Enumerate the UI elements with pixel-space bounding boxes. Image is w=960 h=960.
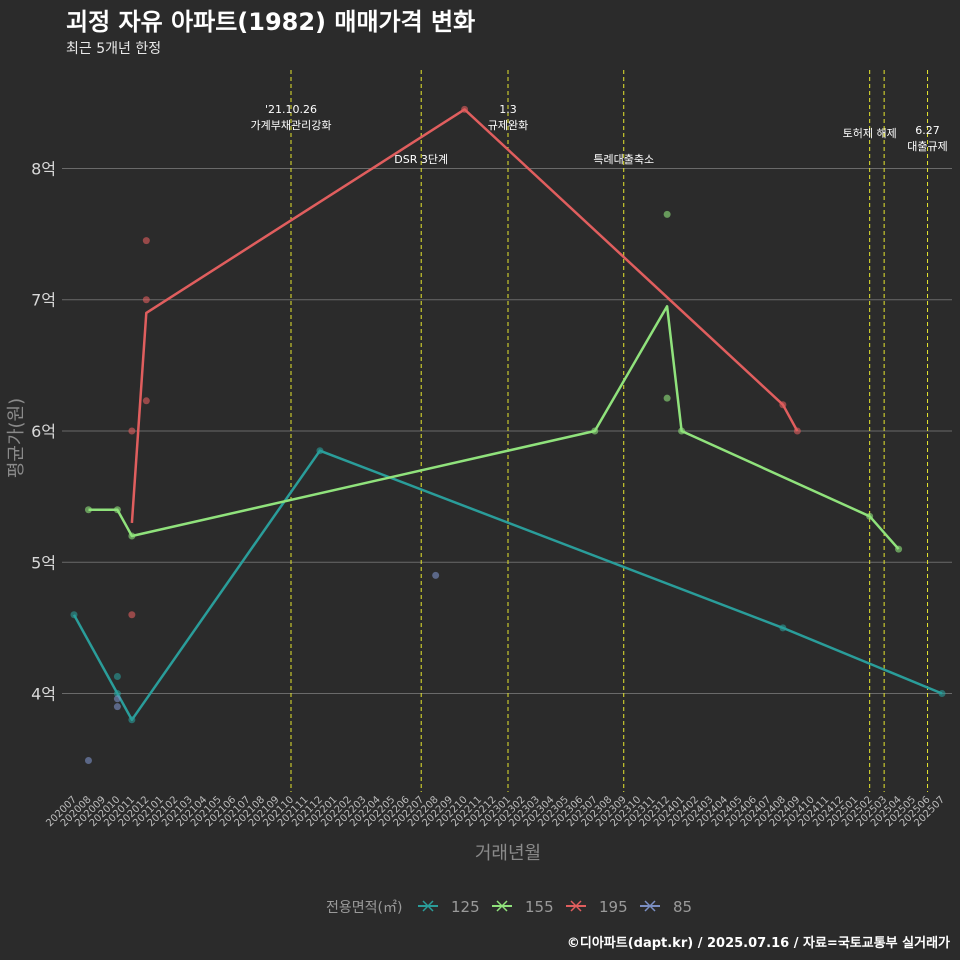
legend-item-125: 125 <box>418 898 480 916</box>
y-axis-label: 평균가(원) <box>6 398 27 478</box>
legend-label: 195 <box>599 898 628 916</box>
legend-key-mark <box>644 900 656 912</box>
data-point-125 <box>128 716 136 724</box>
y-tick-label: 4억 <box>31 685 56 704</box>
data-point-155 <box>84 506 92 514</box>
y-tick-label: 6억 <box>31 422 56 441</box>
event-label: 대출규제 <box>907 140 947 153</box>
legend-key-mark <box>570 900 582 912</box>
event-label: 가계부채관리강화 <box>251 119 332 132</box>
event-label: 6.27 <box>915 124 940 137</box>
legend-item-155: 155 <box>492 898 554 916</box>
series-line-155 <box>88 305 900 550</box>
data-point-155 <box>128 532 136 540</box>
data-point-195 <box>128 427 136 435</box>
data-point-125 <box>779 624 787 632</box>
event-label: DSR 3단계 <box>394 153 448 166</box>
y-tick-label: 5억 <box>31 553 56 572</box>
data-point-125 <box>113 672 121 680</box>
x-axis-label: 거래년월 <box>475 843 541 864</box>
data-point-195 <box>142 237 150 245</box>
event-label: 토허제 해제 <box>843 126 897 140</box>
legend-title: 전용면적(㎡) <box>326 900 402 916</box>
chart-subtitle: 최근 5개년 한정 <box>66 41 161 57</box>
event-label: '21.10.26 <box>265 103 317 116</box>
data-point-155 <box>678 427 686 435</box>
data-point-195 <box>128 611 136 619</box>
x-axis-ticks: 2020072020082020092020102020112020122021… <box>44 794 947 829</box>
data-point-155 <box>895 545 903 553</box>
event-label: 1.3 <box>499 103 517 116</box>
data-point-125 <box>938 690 946 698</box>
data-point-155 <box>591 427 599 435</box>
data-point-195 <box>142 397 150 405</box>
y-tick-label: 8억 <box>31 159 56 178</box>
legend-item-195: 195 <box>566 898 628 916</box>
caption: ©디아파트(dapt.kr) / 2025.07.16 / 자료=국토교통부 실… <box>567 935 950 951</box>
data-point-155 <box>866 512 874 520</box>
data-point-85 <box>113 703 121 711</box>
y-gridlines <box>62 167 952 695</box>
data-point-195 <box>779 401 787 409</box>
data-point-155 <box>663 210 671 218</box>
legend: 전용면적(㎡) 125 155 195 85 <box>326 898 692 916</box>
series-line-125 <box>72 449 943 722</box>
data-point-125 <box>70 611 78 619</box>
event-label: 규제완화 <box>488 119 528 132</box>
data-point-85 <box>113 695 121 703</box>
legend-key-mark <box>496 900 508 912</box>
data-point-195 <box>142 296 150 304</box>
data-point-125 <box>316 447 324 455</box>
legend-key-mark <box>422 900 434 912</box>
y-tick-label: 7억 <box>31 291 56 310</box>
data-point-195 <box>461 105 469 113</box>
data-point-125 <box>113 690 121 698</box>
legend-label: 155 <box>525 898 554 916</box>
y-axis-ticks: 4억 5억 6억 7억 8억 <box>31 159 56 703</box>
legend-label: 85 <box>673 898 692 916</box>
legend-item-85: 85 <box>640 898 692 916</box>
series-points <box>70 105 946 764</box>
chart-title: 괴정 자유 아파트(1982) 매매가격 변화 <box>66 8 475 36</box>
data-point-195 <box>793 427 801 435</box>
data-point-155 <box>663 394 671 402</box>
data-point-155 <box>113 506 121 514</box>
data-point-85 <box>432 571 440 579</box>
event-label: 특례대출축소 <box>593 153 654 166</box>
data-point-85 <box>84 756 92 764</box>
legend-label: 125 <box>451 898 480 916</box>
